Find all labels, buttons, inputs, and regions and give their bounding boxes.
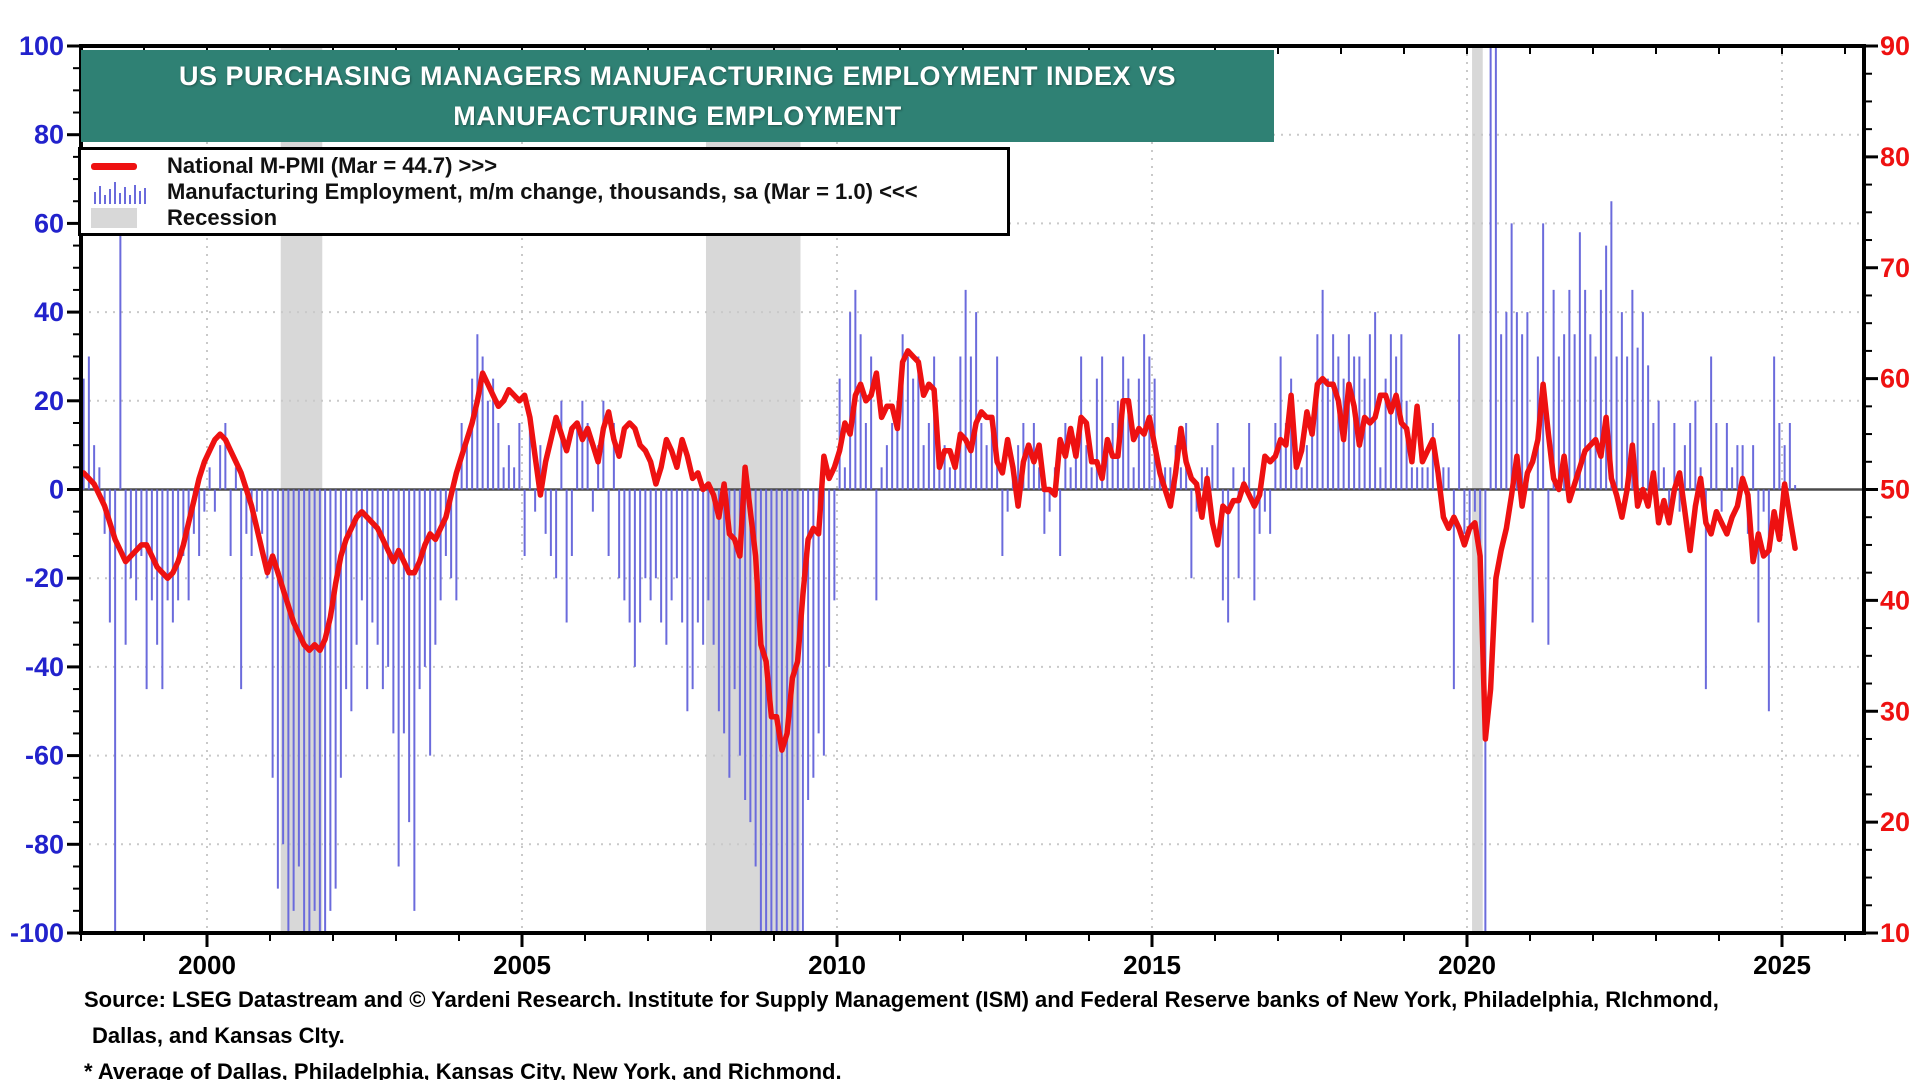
chart-legend: National M-PMI (Mar = 44.7) >>> Manufact… [78,147,1010,236]
legend-label-pmi: National M-PMI (Mar = 44.7) >>> [167,153,498,178]
svg-text:2025: 2025 [1753,950,1811,980]
employment-bars-series [82,46,1797,933]
svg-text:2005: 2005 [493,950,551,980]
mini-bars-icon [94,182,146,204]
svg-text:20: 20 [34,386,64,416]
source-line1: Source: LSEG Datastream and © Yardeni Re… [84,987,1719,1012]
svg-text:-40: -40 [25,652,64,682]
svg-text:80: 80 [1880,142,1910,172]
employment-bars-icon [91,179,153,205]
chart-title-line2: MANUFACTURING EMPLOYMENT [453,101,902,131]
svg-text:20: 20 [1880,807,1910,837]
legend-row-pmi: National M-PMI (Mar = 44.7) >>> [91,153,997,179]
svg-text:-60: -60 [25,741,64,771]
red-line-swatch [91,162,137,170]
svg-text:100: 100 [19,31,64,61]
svg-text:2020: 2020 [1438,950,1496,980]
source-line2: Dallas, and Kansas CIty. [92,1023,345,1048]
svg-text:90: 90 [1880,31,1910,61]
svg-text:70: 70 [1880,253,1910,283]
svg-text:-100: -100 [10,918,64,948]
svg-text:50: 50 [1880,475,1910,505]
pmi-line-icon [91,162,153,170]
legend-label-employment: Manufacturing Employment, m/m change, th… [167,179,918,204]
svg-text:30: 30 [1880,696,1910,726]
legend-row-recession: Recession [91,205,997,231]
chart-title-line1: US PURCHASING MANAGERS MANUFACTURING EMP… [178,61,1177,91]
svg-text:10: 10 [1880,918,1910,948]
gray-band-swatch [91,208,137,228]
source-note: Source: LSEG Datastream and © Yardeni Re… [84,982,1719,1080]
legend-label-recession: Recession [167,205,278,230]
svg-text:40: 40 [34,297,64,327]
svg-text:0: 0 [49,475,64,505]
chart-title-banner: US PURCHASING MANAGERS MANUFACTURING EMP… [81,50,1274,142]
svg-text:40: 40 [1880,585,1910,615]
svg-text:60: 60 [1880,364,1910,394]
pmi-line-series [80,348,1798,753]
axis-tick-labels: 100 80 60 40 20 0 -20 -40 -60 -80 -100 90 80 70 60 50 40… [10,31,1910,980]
svg-text:2010: 2010 [808,950,866,980]
legend-row-employment: Manufacturing Employment, m/m change, th… [91,179,997,205]
svg-text:60: 60 [34,208,64,238]
svg-text:2015: 2015 [1123,950,1181,980]
svg-text:80: 80 [34,120,64,150]
recession-swatch-icon [91,208,153,228]
source-line3: * Average of Dallas, Philadelphia, Kansa… [84,1059,842,1080]
svg-text:2000: 2000 [178,950,236,980]
svg-text:-20: -20 [25,563,64,593]
svg-text:-80: -80 [25,829,64,859]
